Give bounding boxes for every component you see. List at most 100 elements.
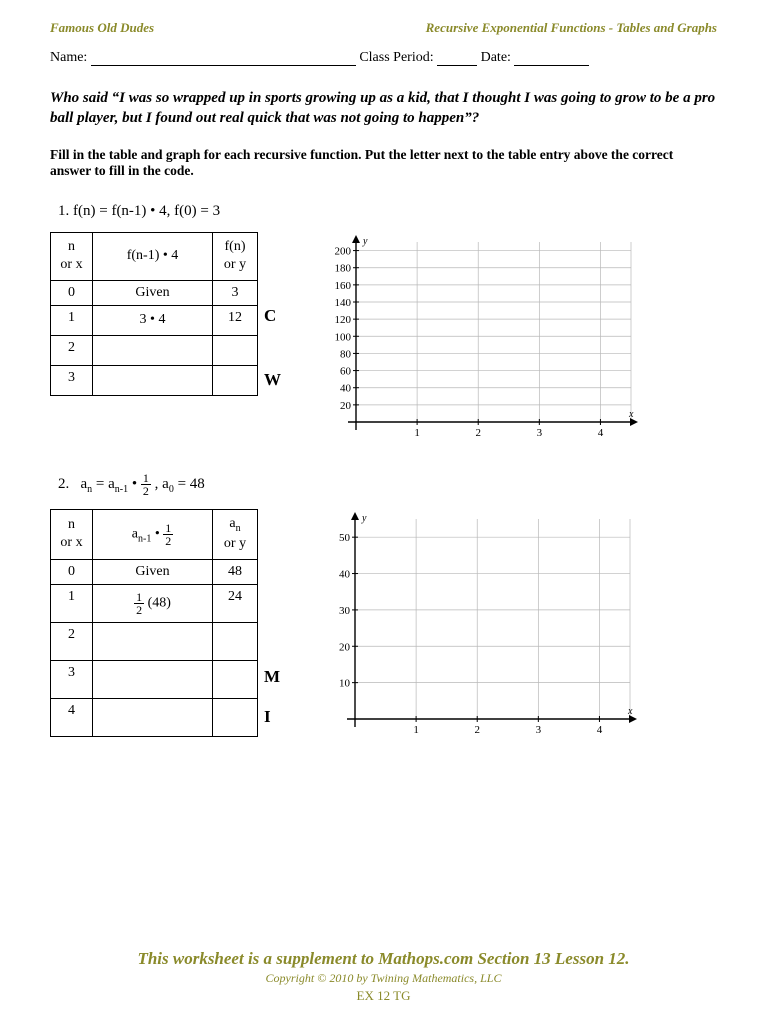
svg-text:1: 1 — [413, 724, 419, 736]
row-letter: W — [264, 364, 281, 396]
cell-f: 12 — [213, 305, 258, 335]
function-table: nor xan-1 • 12anor y0Given48112 (48)2423… — [50, 509, 258, 737]
cell-n: 2 — [51, 622, 93, 660]
row-letter — [264, 617, 280, 657]
footer-line3: EX 12 TG — [0, 988, 767, 1004]
svg-text:4: 4 — [597, 724, 603, 736]
cell-mid — [93, 365, 213, 395]
svg-text:1: 1 — [414, 427, 420, 439]
row-letter — [264, 274, 281, 300]
row-letter — [264, 332, 281, 364]
cell-n: 1 — [51, 305, 93, 335]
svg-text:4: 4 — [598, 427, 604, 439]
problem-heading: 1. f(n) = f(n-1) • 4, f(0) = 3 — [50, 203, 717, 220]
name-label: Name: — [50, 50, 87, 65]
svg-text:160: 160 — [335, 279, 352, 291]
problem: 1. f(n) = f(n-1) • 4, f(0) = 3 nor xf(n-1… — [50, 203, 717, 442]
quote: Who said “I was so wrapped up in sports … — [50, 88, 717, 129]
col-header-mid: f(n-1) • 4 — [93, 232, 213, 280]
cell-f: 48 — [213, 559, 258, 584]
table-row: 2 — [51, 622, 258, 660]
table-row: 4 — [51, 698, 258, 736]
table-row: 3 — [51, 660, 258, 698]
cell-n: 1 — [51, 584, 93, 622]
col-header-n: nor x — [51, 509, 93, 559]
row-letter: I — [264, 697, 280, 737]
problem: 2. an = an-1 • 12 , a0 = 48 nor xan-1 • 1… — [50, 472, 717, 739]
svg-text:60: 60 — [340, 365, 352, 377]
cell-f — [213, 660, 258, 698]
table-row: 2 — [51, 335, 258, 365]
svg-text:100: 100 — [335, 331, 352, 343]
cell-n: 0 — [51, 280, 93, 305]
svg-text:10: 10 — [339, 677, 351, 689]
cell-mid: 3 • 4 — [93, 305, 213, 335]
table-row: 0Given3 — [51, 280, 258, 305]
svg-text:2: 2 — [475, 427, 481, 439]
date-label: Date: — [481, 50, 511, 65]
graph: y x 1 2 3 4 10 20 30 40 50 — [310, 509, 640, 739]
cell-f — [213, 622, 258, 660]
instructions: Fill in the table and graph for each rec… — [50, 147, 717, 179]
svg-text:3: 3 — [537, 427, 543, 439]
header: Famous Old Dudes Recursive Exponential F… — [50, 20, 717, 36]
cell-f — [213, 698, 258, 736]
name-row: Name: Class Period: Date: — [50, 50, 717, 66]
header-right: Recursive Exponential Functions - Tables… — [426, 20, 717, 36]
svg-text:120: 120 — [335, 314, 352, 326]
svg-text:80: 80 — [340, 348, 352, 360]
class-period-blank[interactable] — [437, 65, 477, 66]
svg-text:40: 40 — [340, 382, 352, 394]
cell-n: 3 — [51, 365, 93, 395]
svg-text:x: x — [627, 706, 633, 717]
svg-text:180: 180 — [335, 262, 352, 274]
svg-text:30: 30 — [339, 604, 351, 616]
cell-n: 3 — [51, 660, 93, 698]
svg-text:40: 40 — [339, 568, 351, 580]
cell-f: 24 — [213, 584, 258, 622]
col-header-mid: an-1 • 12 — [93, 509, 213, 559]
graph: y x 1 2 3 4 20 40 60 80 100 120 140 160 180 200 — [311, 232, 641, 442]
footer-line2: Copyright © 2010 by Twining Mathematics,… — [0, 971, 767, 986]
svg-text:x: x — [628, 409, 634, 420]
row-letter — [264, 551, 280, 577]
cell-mid: 12 (48) — [93, 584, 213, 622]
row-letter: M — [264, 657, 280, 697]
table-row: 112 (48)24 — [51, 584, 258, 622]
table-row: 0Given48 — [51, 559, 258, 584]
function-table: nor xf(n-1) • 4f(n)or y0Given313 • 41223 — [50, 232, 258, 396]
row-letter — [264, 577, 280, 617]
svg-text:3: 3 — [536, 724, 542, 736]
svg-text:140: 140 — [335, 297, 352, 309]
row-letter: C — [264, 300, 281, 332]
cell-f — [213, 335, 258, 365]
svg-text:200: 200 — [335, 245, 352, 257]
cell-mid — [93, 622, 213, 660]
table-row: 13 • 412 — [51, 305, 258, 335]
class-period-label: Class Period: — [359, 50, 433, 65]
col-header-f: anor y — [213, 509, 258, 559]
col-header-n: nor x — [51, 232, 93, 280]
date-blank[interactable] — [514, 65, 589, 66]
svg-text:50: 50 — [339, 532, 351, 544]
footer-line1: This worksheet is a supplement to Mathop… — [0, 949, 767, 969]
problem-heading: 2. an = an-1 • 12 , a0 = 48 — [50, 472, 717, 497]
col-header-f: f(n)or y — [213, 232, 258, 280]
svg-text:20: 20 — [340, 399, 352, 411]
cell-f: 3 — [213, 280, 258, 305]
cell-mid: Given — [93, 280, 213, 305]
cell-mid — [93, 698, 213, 736]
footer: This worksheet is a supplement to Mathop… — [0, 949, 767, 1004]
svg-text:2: 2 — [475, 724, 481, 736]
svg-text:y: y — [362, 236, 368, 247]
svg-text:20: 20 — [339, 641, 351, 653]
cell-f — [213, 365, 258, 395]
cell-mid — [93, 335, 213, 365]
header-left: Famous Old Dudes — [50, 20, 154, 36]
cell-mid — [93, 660, 213, 698]
name-blank[interactable] — [91, 65, 356, 66]
cell-n: 4 — [51, 698, 93, 736]
svg-text:y: y — [361, 513, 367, 524]
cell-n: 0 — [51, 559, 93, 584]
cell-n: 2 — [51, 335, 93, 365]
